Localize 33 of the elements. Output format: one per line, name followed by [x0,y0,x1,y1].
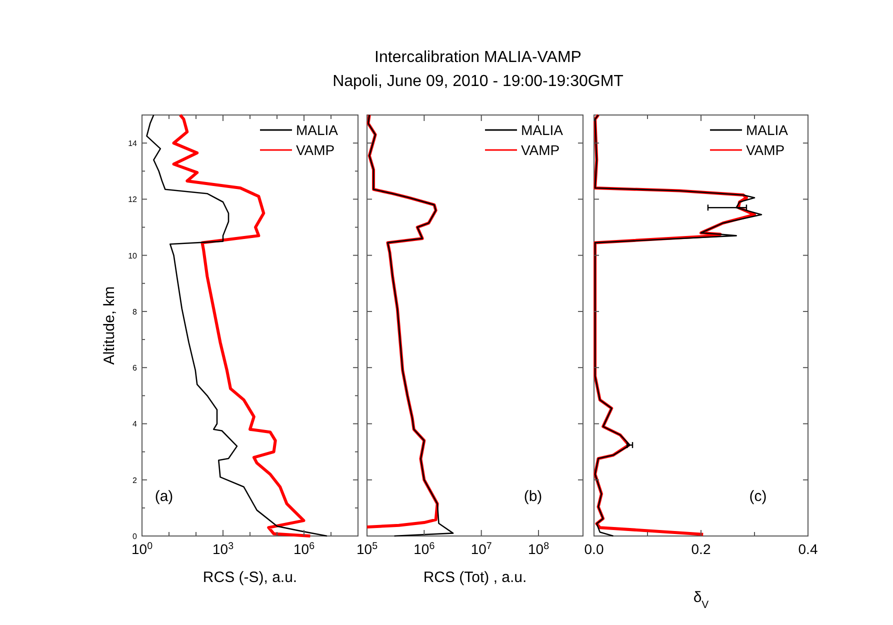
x-tick-label: 10$^{3}$ [212,540,234,557]
legend-label: MALIA [296,122,339,138]
legend-label: MALIA [746,122,789,138]
x-tick-label: 10$^{8}$ [528,540,550,557]
x-tick-label: 0.4 [798,541,818,557]
y-tick-label: 2 [132,476,138,485]
y-tick-label: 0 [132,532,138,541]
x-tick-label: 10$^{6}$ [293,540,316,557]
legend-label: VAMP [296,142,335,158]
chart-title: Intercalibration MALIA-VAMP [374,49,582,66]
text: 0.0 [584,541,604,557]
x-tick-label: 0.2 [691,541,711,557]
legend-label: VAMP [521,142,560,158]
x-axis-title: RCS (Tot) , a.u. [423,569,527,586]
x-tick-label: 10$^{5}$ [356,540,378,557]
x-tick-label: 10$^{0}$ [131,540,154,557]
x-tick-label: 10$^{7}$ [470,540,492,557]
y-tick-label: 6 [132,364,138,373]
x-tick-label: 10$^{6}$ [414,540,436,557]
chart-subtitle: Napoli, June 09, 2010 - 19:00-19:30GMT [332,73,624,90]
y-tick-label: 10 [128,251,138,260]
annotation: (a) [154,488,174,505]
legend-label: MALIA [521,122,564,138]
x-axis-title: RCS (-S), a.u. [202,569,298,586]
y-tick-label: 8 [132,307,138,316]
x-axis-title: δ$_{V}$ [693,589,709,611]
legend-label: VAMP [746,142,785,158]
y-axis-title: Altitude, km [101,286,118,365]
annotation: (c) [749,488,767,505]
annotation: (b) [524,488,542,505]
y-tick-label: 4 [132,420,138,429]
y-tick-label: 12 [128,195,138,204]
y-tick-label: 14 [128,139,138,148]
